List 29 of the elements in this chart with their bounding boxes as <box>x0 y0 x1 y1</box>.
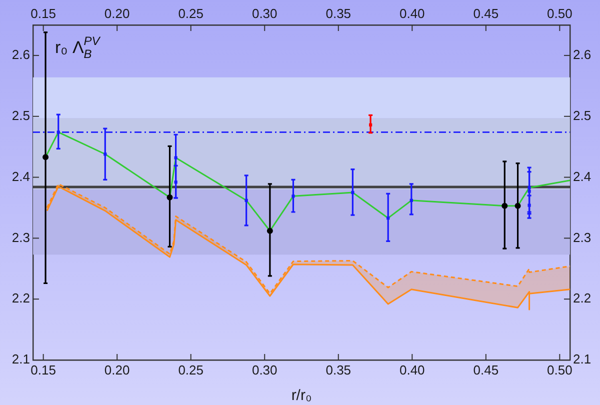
y-tick-label: 2.6 <box>12 47 30 62</box>
x2-tick-label: 0.20 <box>104 6 130 21</box>
x-axis-title: r/r₀ <box>291 387 312 404</box>
y-tick-label: 2.5 <box>12 108 30 123</box>
y2-tick-label: 2.1 <box>573 352 592 367</box>
x2-tick-label: 0.25 <box>178 6 204 21</box>
x-tick-label: 0.25 <box>178 362 204 378</box>
x2-tick-label: 0.30 <box>252 6 278 21</box>
y-tick-label: 2.3 <box>12 230 30 245</box>
x-tick-label: 0.20 <box>104 362 130 378</box>
x2-tick-label: 0.40 <box>399 6 425 21</box>
x-tick-label: 0.30 <box>252 362 278 378</box>
x2-tick-label: 0.50 <box>547 6 572 21</box>
x2-tick-label: 0.45 <box>473 6 499 21</box>
x-tick-label: 0.35 <box>326 362 352 378</box>
y-tick-label: 2.4 <box>12 168 30 184</box>
x-tick-label: 0.50 <box>547 362 572 378</box>
x2-tick-label: 0.15 <box>30 6 56 21</box>
y-tick-label: 2.1 <box>12 352 30 367</box>
x2-tick-label: 0.35 <box>326 6 352 21</box>
y-tick-label: 2.2 <box>12 290 30 306</box>
y2-tick-label: 2.2 <box>573 290 592 306</box>
x-tick-label: 0.40 <box>399 362 425 378</box>
y2-tick-label: 2.6 <box>573 47 592 62</box>
y2-tick-label: 2.5 <box>573 108 592 123</box>
x-tick-label: 0.15 <box>30 362 56 378</box>
x-tick-label: 0.45 <box>473 362 499 378</box>
y2-tick-label: 2.4 <box>573 168 592 184</box>
y2-tick-label: 2.3 <box>573 230 592 245</box>
